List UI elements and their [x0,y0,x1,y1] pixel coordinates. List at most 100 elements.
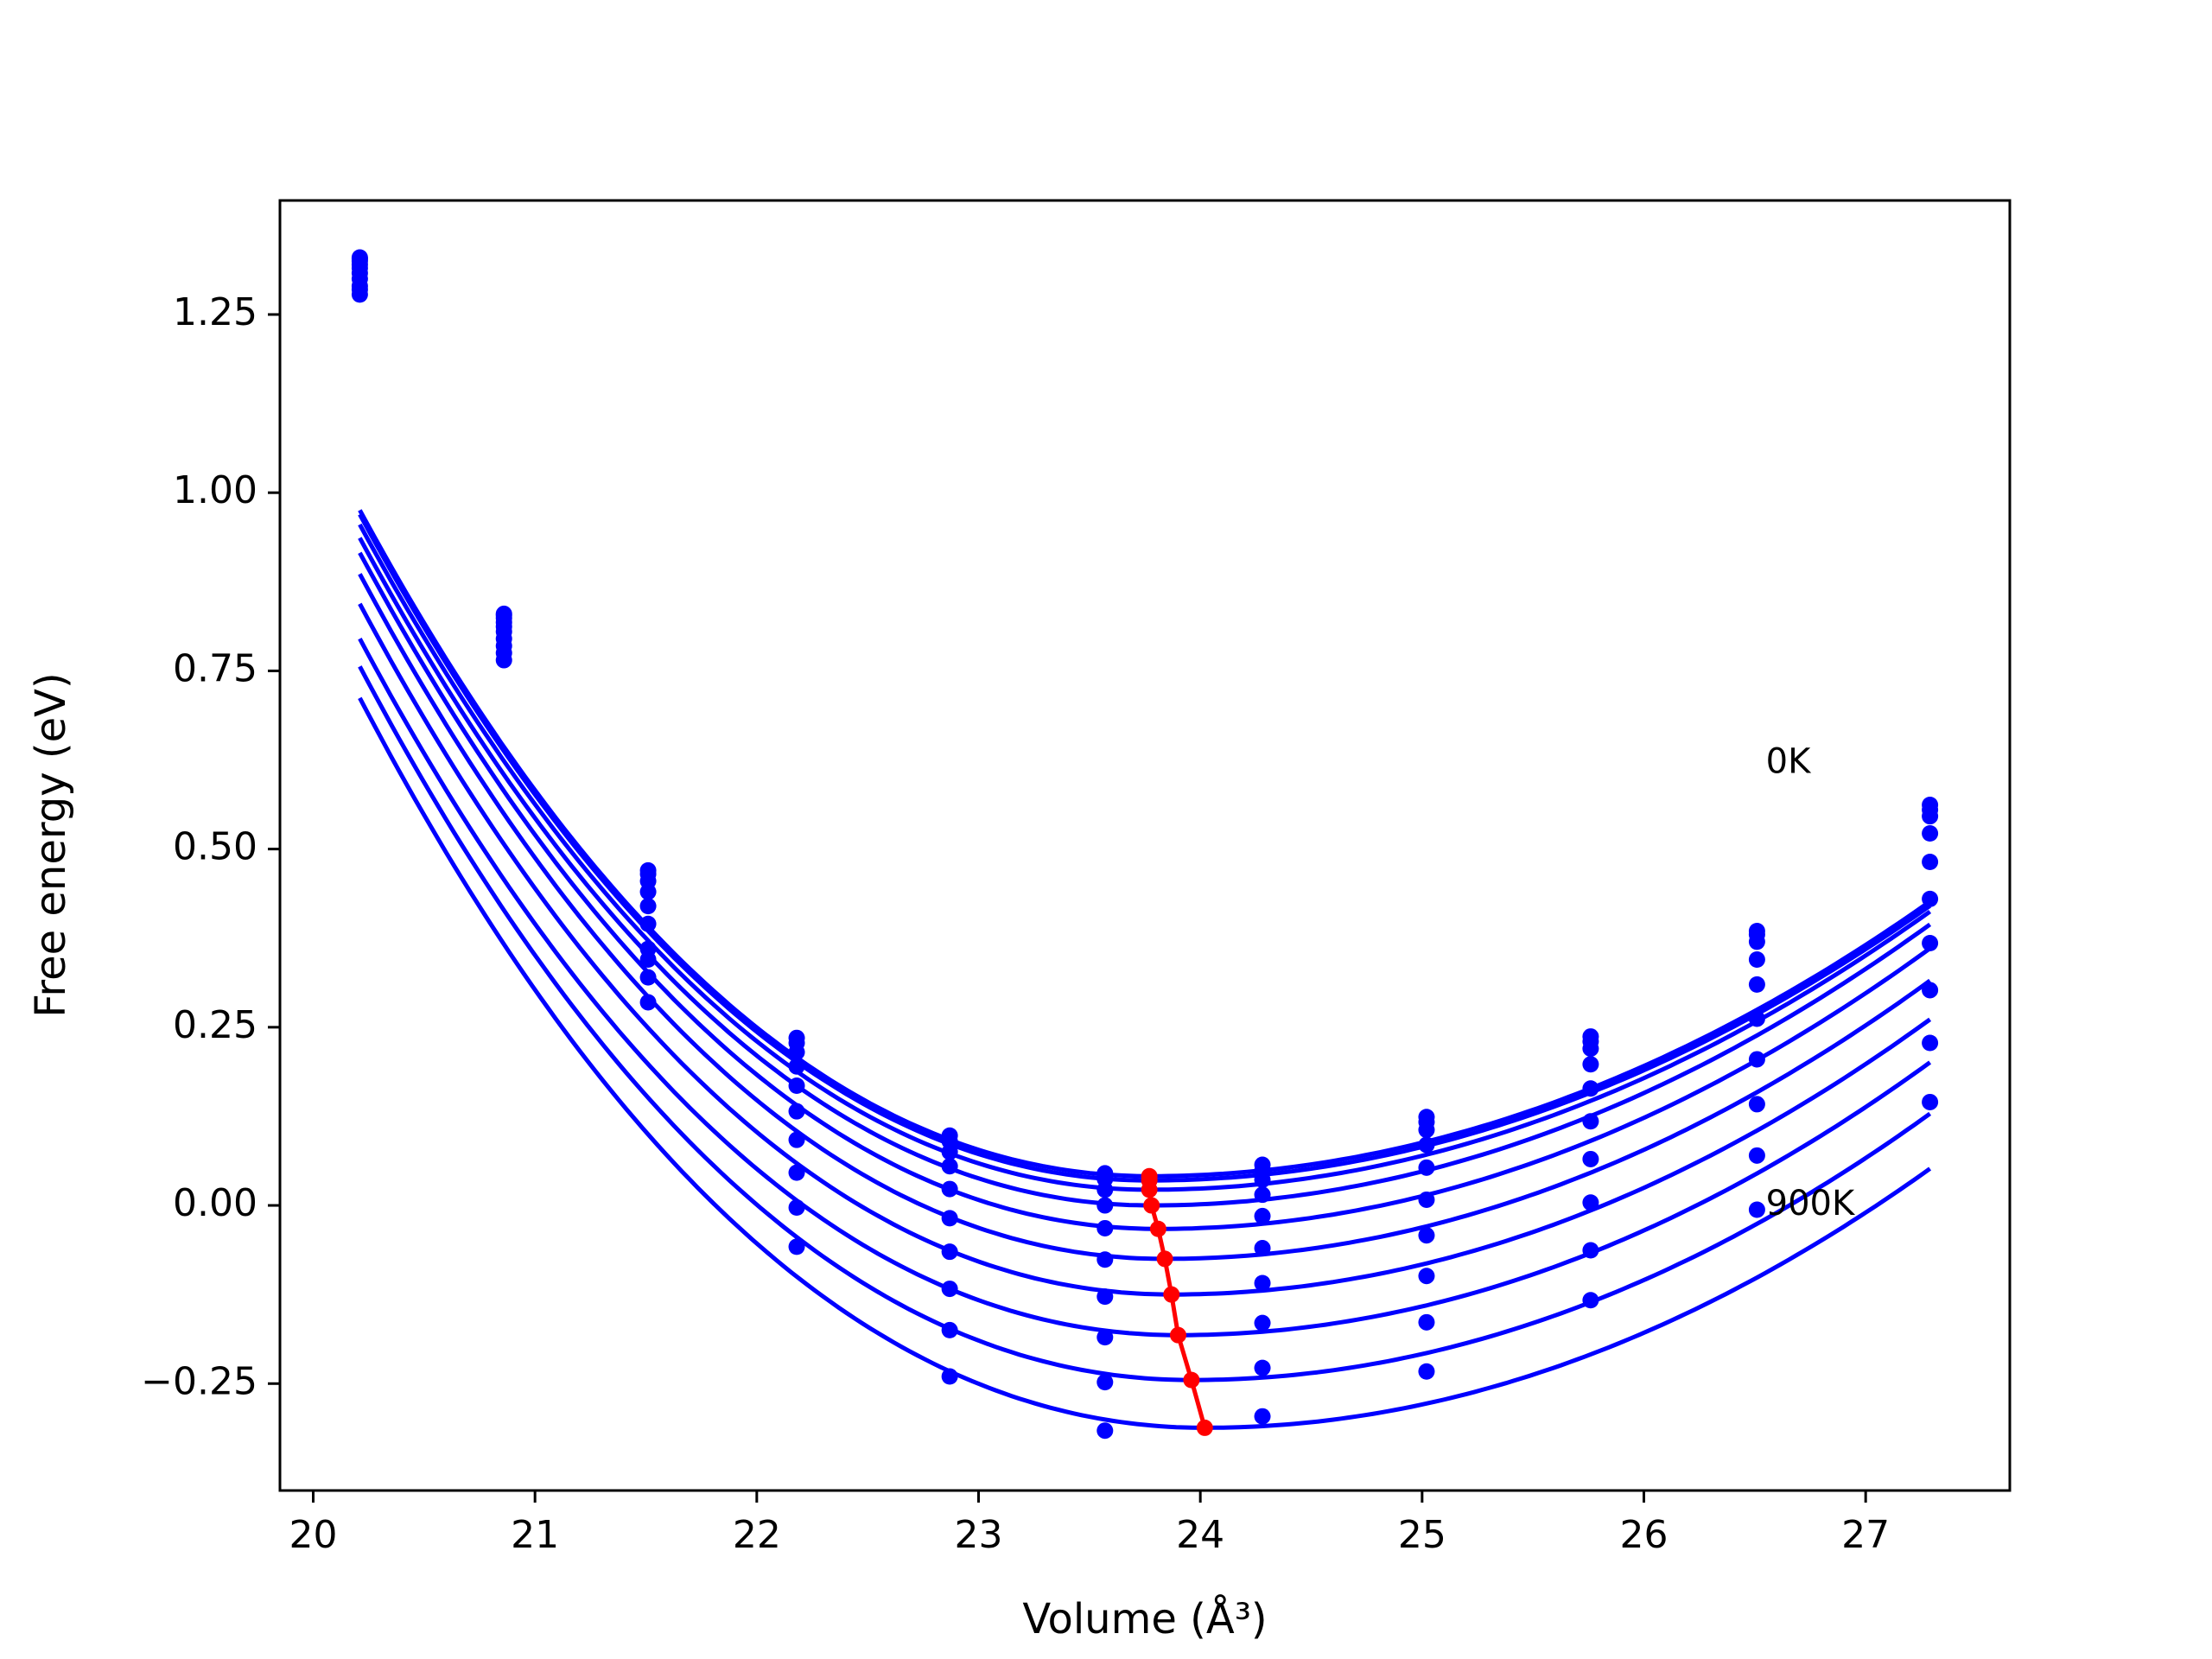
data-point-2-4 [941,1143,958,1160]
data-point-4-5 [1096,1219,1114,1236]
data-point-4-4 [941,1180,958,1198]
data-point-8-2 [639,994,657,1011]
data-point-3-8 [1582,1056,1599,1073]
data-point-5-8 [1582,1113,1599,1130]
data-point-9-10 [1922,1093,1939,1110]
data-point-2-8 [1582,1040,1599,1058]
fit-curve-6 [358,602,1932,1297]
data-point-8-3 [788,1199,805,1217]
data-point-5-9 [1748,1010,1765,1027]
data-point-7-5 [1096,1329,1114,1346]
y-tick-label: 0.50 [173,825,257,869]
data-point-5-5 [1096,1251,1114,1268]
data-point-4-9 [1748,976,1765,993]
data-point-3-10 [1922,824,1939,842]
data-point-5-4 [941,1210,958,1227]
x-tick-label: 25 [1398,1513,1446,1557]
minimum-point-4 [1149,1220,1166,1237]
minimum-point-9 [1196,1419,1213,1436]
y-tick-label: 0.00 [173,1181,257,1225]
data-point-8-4 [941,1321,958,1338]
data-point-7-9 [1748,1096,1765,1113]
data-point-6-7 [1418,1227,1435,1244]
fit-curve-7 [358,638,1932,1338]
minimum-point-5 [1156,1250,1173,1268]
data-point-7-2 [639,969,657,986]
annotation-0: 0K [1766,742,1812,782]
x-tick-label: 21 [511,1513,559,1557]
data-point-6-9 [1748,1051,1765,1068]
annotation-1: 900K [1766,1184,1856,1224]
data-point-9-7 [1418,1363,1435,1380]
data-point-6-6 [1254,1274,1271,1292]
axis-ticks: 20 21 22 23 24 25 26 27 −0.25 0.00 0.25 0.50 0.75 1.0… [141,290,1890,1557]
data-point-2-9 [1748,933,1765,950]
data-point-2-3 [788,1044,805,1061]
data-point-8-8 [1582,1242,1599,1259]
data-point-8-6 [1254,1359,1271,1376]
data-point-7-10 [1922,982,1939,999]
x-tick-label: 23 [955,1513,1003,1557]
data-point-9-6 [1254,1408,1271,1425]
data-point-3-4 [941,1158,958,1175]
data-point-3-2 [639,883,657,900]
data-point-6-4 [941,1243,958,1261]
minimum-point-7 [1170,1326,1186,1344]
minimum-point-8 [1183,1371,1200,1389]
y-tick-label: 0.25 [173,1003,257,1047]
data-point-2-7 [1418,1122,1435,1139]
data-point-2-5 [1096,1181,1114,1198]
data-point-7-4 [941,1281,958,1298]
data-point-8-10 [1922,1034,1939,1052]
minimum-point-6 [1163,1286,1180,1303]
y-axis-label: Free energy (eV) [27,672,75,1017]
data-point-9-3 [788,1238,805,1255]
data-point-6-3 [788,1131,805,1148]
y-tick-label: 1.00 [173,468,257,512]
data-point-8-9 [1748,1147,1765,1164]
data-point-3-9 [1748,950,1765,968]
y-tick-label: −0.25 [141,1359,257,1403]
data-point-9-5 [1096,1422,1114,1440]
data-point-7-6 [1254,1314,1271,1332]
data-point-4-10 [1922,853,1939,870]
data-point-3-5 [1096,1197,1114,1214]
data-point-9-8 [1582,1292,1599,1309]
data-point-3-6 [1254,1186,1271,1204]
data-point-4-2 [639,898,657,915]
data-point-5-10 [1922,890,1939,907]
fit-curve-8 [358,665,1932,1382]
y-tick-label: 1.25 [173,290,257,334]
x-tick-label: 22 [733,1513,781,1557]
data-point-5-7 [1418,1191,1435,1208]
data-point-7-8 [1582,1194,1599,1211]
minimum-point-3 [1143,1197,1160,1214]
x-tick-label: 20 [289,1513,338,1557]
data-point-3-3 [788,1058,805,1075]
data-point-9-2 [639,950,657,968]
x-axis-label: Volume (Å³) [1022,1594,1267,1643]
data-point-2-10 [1922,808,1939,825]
data-point-9-0 [351,286,368,303]
data-point-5-2 [639,915,657,932]
data-point-6-10 [1922,935,1939,952]
fit-curve-5 [358,573,1932,1262]
x-tick-label: 24 [1176,1513,1224,1557]
data-point-4-3 [788,1077,805,1094]
data-point-3-7 [1418,1136,1435,1154]
data-point-5-3 [788,1103,805,1120]
axes-frame [278,199,2012,1492]
data-point-6-8 [1582,1150,1599,1167]
data-point-8-5 [1096,1374,1114,1391]
data-point-5-6 [1254,1240,1271,1257]
data-point-7-7 [1418,1268,1435,1285]
data-point-4-8 [1582,1080,1599,1097]
x-tick-label: 27 [1841,1513,1890,1557]
y-tick-label: 0.75 [173,646,257,690]
data-point-9-9 [1748,1201,1765,1218]
fit-curve-9 [358,696,1932,1430]
data-point-4-6 [1254,1207,1271,1224]
data-point-4-7 [1418,1159,1435,1176]
x-tick-label: 26 [1620,1513,1669,1557]
